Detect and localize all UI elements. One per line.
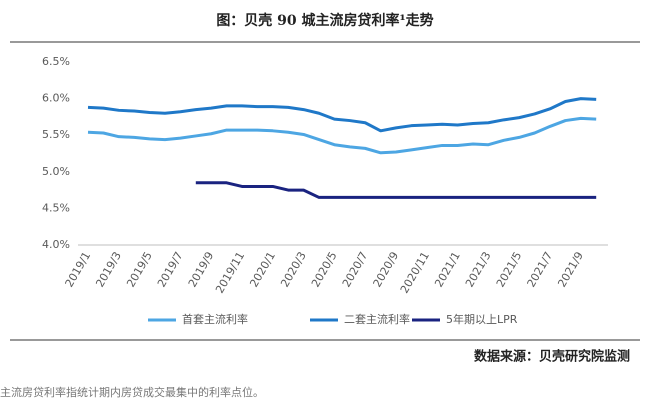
x-tick-label: 2020/11 [398, 250, 432, 296]
x-tick-label: 2021/1 [432, 250, 463, 290]
y-tick-label: 6.5% [42, 55, 70, 68]
x-tick-label: 2019/7 [155, 250, 186, 290]
legend-label: 5年期以上LPR [446, 312, 518, 326]
series-line [87, 97, 597, 133]
x-tick-label: 2020/9 [371, 250, 402, 290]
x-tick-label: 2019/9 [186, 250, 217, 290]
x-tick-label: 2020/1 [247, 250, 278, 290]
x-tick-label: 2019/5 [124, 250, 155, 290]
source: 数据来源：贝壳研究院监测 [474, 349, 630, 365]
x-tick-label: 2020/7 [340, 250, 371, 290]
x-tick-label: 2021/3 [463, 250, 494, 290]
series-line [195, 181, 597, 199]
y-tick-label: 6.0% [42, 92, 70, 105]
x-tick-label: 2019/11 [213, 250, 247, 296]
legend-label: 首套主流利率 [182, 312, 248, 326]
x-tick-label: 2021/7 [525, 250, 556, 290]
x-tick-label: 2021/9 [555, 250, 586, 290]
x-tick-label: 2021/5 [494, 250, 525, 290]
x-tick-label: 2019/3 [93, 250, 124, 290]
y-tick-label: 4.0% [42, 238, 70, 251]
x-tick-label: 2020/3 [278, 250, 309, 290]
y-tick-label: 5.5% [42, 128, 70, 141]
chart-title: 图：贝壳 90 城主流房贷利率¹走势 [216, 12, 433, 29]
footnote: 主流房贷利率指统计期内房贷成交最集中的利率点位。 [0, 385, 264, 399]
y-tick-label: 4.5% [42, 201, 70, 214]
x-tick-label: 2020/5 [309, 250, 340, 290]
y-tick-label: 5.0% [42, 165, 70, 178]
legend-label: 二套主流利率 [344, 312, 410, 326]
series-line [87, 116, 597, 155]
x-tick-label: 2019/1 [63, 250, 94, 290]
